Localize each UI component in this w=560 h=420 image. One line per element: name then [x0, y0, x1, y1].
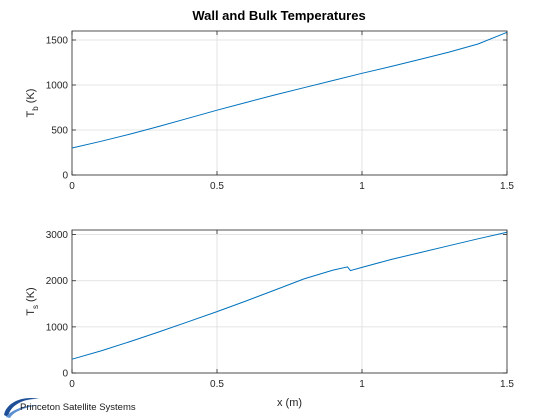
x-tick-label: 0 [69, 379, 75, 390]
x-tick-label: 1 [359, 181, 365, 192]
axes-frame [71, 229, 508, 374]
x-axis-label: x (m) [277, 397, 302, 409]
y-tick-label: 1000 [46, 81, 69, 92]
y-tick-label: 2000 [46, 276, 69, 287]
company-logo: Princeton Satellite Systems [2, 393, 162, 419]
axes-bulk-temperature: 0 0.5 1 1.5 0 500 1000 1500 Tb (K) [25, 30, 514, 192]
y-tick-label: 3000 [46, 230, 69, 241]
y-tick-label: 0 [62, 369, 68, 380]
axes-wall-temperature: 0 0.5 1 1.5 0 1000 2000 3000 Ts (K) x (m) [25, 229, 514, 409]
y-tick-label: 1500 [46, 36, 69, 47]
series-line [71, 31, 508, 149]
x-tick-label: 0 [69, 181, 75, 192]
axes-frame [71, 30, 508, 176]
x-tick-label: 1 [359, 379, 365, 390]
plot-area [72, 230, 507, 373]
x-tick-label: 0.5 [210, 379, 224, 390]
satellite-swoosh-icon [4, 397, 40, 418]
x-tick-label: 0.5 [210, 181, 224, 192]
x-tick-label: 1.5 [500, 379, 514, 390]
y-tick-label: 500 [51, 126, 68, 137]
y-tick-label: 0 [62, 171, 68, 182]
plot-area [72, 31, 507, 175]
figure-title: Wall and Bulk Temperatures [192, 8, 365, 23]
series-line [71, 231, 508, 360]
y-axis-label: Ts (K) [25, 287, 40, 315]
y-tick-label: 1000 [46, 322, 69, 333]
y-axis-label: Tb (K) [25, 89, 40, 118]
logo-text: Princeton Satellite Systems [20, 402, 136, 413]
x-tick-label: 1.5 [500, 181, 514, 192]
